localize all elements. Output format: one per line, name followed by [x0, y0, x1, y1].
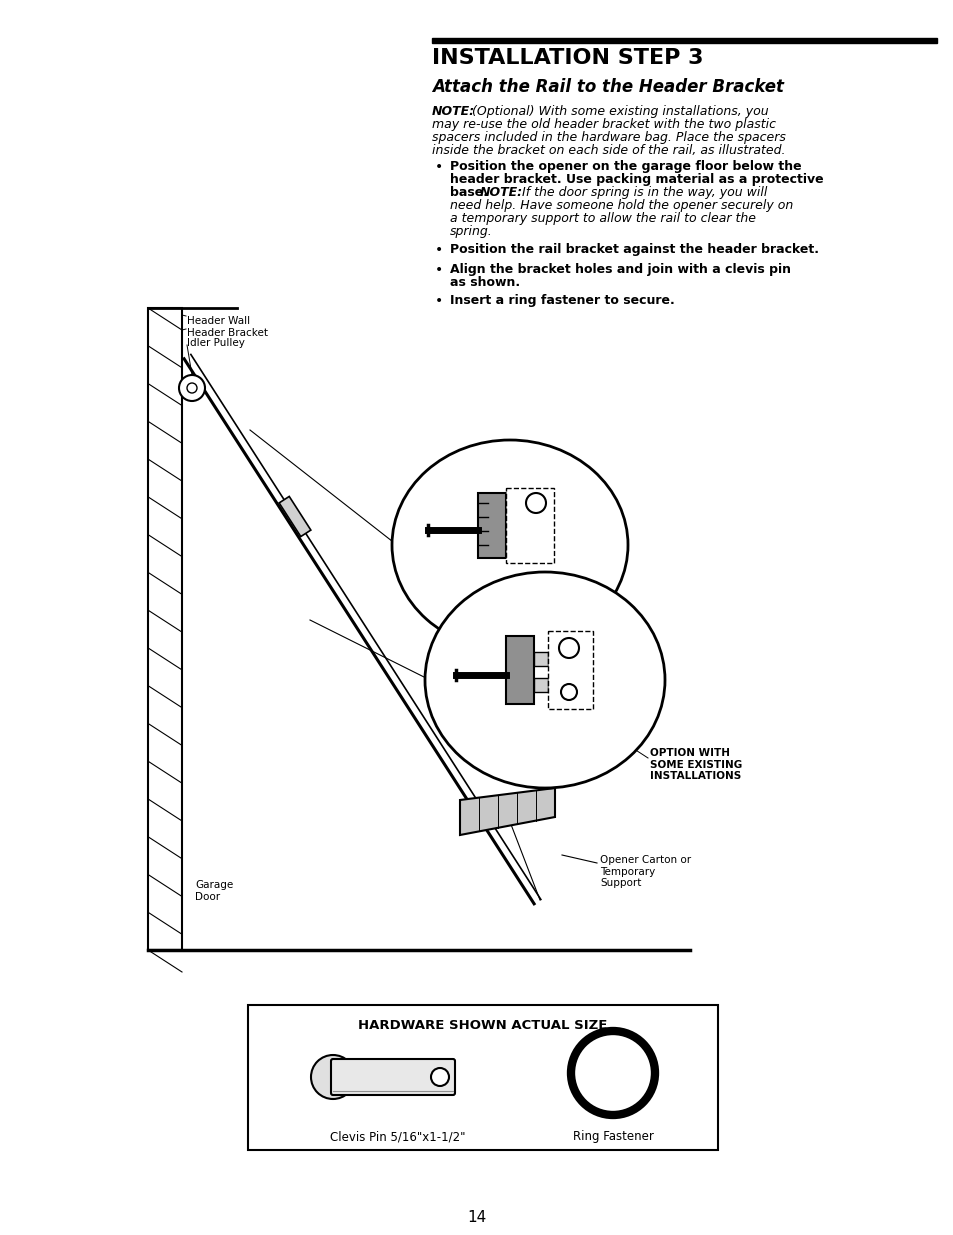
Text: need help. Have someone hold the opener securely on: need help. Have someone hold the opener … — [450, 199, 792, 212]
Text: If the door spring is in the way, you will: If the door spring is in the way, you wi… — [517, 186, 766, 199]
Text: •: • — [435, 294, 443, 308]
Text: base.: base. — [450, 186, 492, 199]
Text: Idler Pulley: Idler Pulley — [187, 338, 245, 348]
Text: •: • — [435, 243, 443, 257]
Polygon shape — [459, 788, 555, 835]
Text: Opener Carton or
Temporary
Support: Opener Carton or Temporary Support — [599, 855, 690, 888]
Text: inside the bracket on each side of the rail, as illustrated.: inside the bracket on each side of the r… — [432, 144, 784, 157]
Text: as shown.: as shown. — [450, 275, 519, 289]
Circle shape — [179, 375, 205, 401]
Text: may re-use the old header bracket with the two plastic: may re-use the old header bracket with t… — [432, 119, 775, 131]
Bar — [547, 631, 593, 709]
Text: Align the bracket holes and join with a clevis pin: Align the bracket holes and join with a … — [450, 263, 790, 275]
Bar — [248, 1005, 718, 1150]
Text: 14: 14 — [467, 1210, 486, 1225]
Bar — [534, 678, 547, 692]
Circle shape — [431, 1068, 449, 1086]
Bar — [148, 308, 182, 950]
Bar — [534, 652, 547, 666]
Circle shape — [187, 383, 196, 393]
Circle shape — [571, 1031, 655, 1115]
Text: Clevis Pin 5/16"x1-1/2": Clevis Pin 5/16"x1-1/2" — [330, 1130, 465, 1144]
Text: Header
Bracket: Header Bracket — [408, 490, 447, 511]
Text: NOTE:: NOTE: — [432, 105, 475, 119]
Text: Position the opener on the garage floor below the: Position the opener on the garage floor … — [450, 161, 801, 173]
Text: (Optional) With some existing installations, you: (Optional) With some existing installati… — [468, 105, 768, 119]
Text: INSTALLATION STEP 3: INSTALLATION STEP 3 — [432, 48, 702, 68]
Text: Header Wall: Header Wall — [187, 316, 250, 326]
Text: Garage
Door: Garage Door — [194, 881, 233, 902]
Text: •: • — [435, 263, 443, 277]
Circle shape — [525, 493, 545, 513]
Text: header bracket. Use packing material as a protective: header bracket. Use packing material as … — [450, 173, 822, 186]
Text: Ring Fastener: Ring Fastener — [572, 1130, 653, 1144]
Text: •: • — [435, 161, 443, 174]
Text: a temporary support to allow the rail to clear the: a temporary support to allow the rail to… — [450, 212, 755, 225]
Bar — [432, 38, 936, 43]
Text: Existing
Header Bracket: Existing Header Bracket — [496, 610, 577, 631]
Text: spring.: spring. — [450, 225, 493, 238]
Text: NOTE:: NOTE: — [479, 186, 522, 199]
Text: Attach the Rail to the Header Bracket: Attach the Rail to the Header Bracket — [432, 78, 783, 96]
Text: Mounting
Hole: Mounting Hole — [499, 718, 548, 740]
Bar — [279, 496, 311, 536]
Circle shape — [560, 684, 577, 700]
Text: HARDWARE SHOWN ACTUAL SIZE: HARDWARE SHOWN ACTUAL SIZE — [358, 1019, 607, 1032]
Text: OPTION WITH
SOME EXISTING
INSTALLATIONS: OPTION WITH SOME EXISTING INSTALLATIONS — [649, 748, 741, 782]
Bar — [505, 636, 534, 704]
Bar — [477, 493, 505, 558]
Circle shape — [558, 638, 578, 658]
Text: Insert a ring fastener to secure.: Insert a ring fastener to secure. — [450, 294, 674, 308]
Text: Spacer: Spacer — [444, 710, 480, 720]
FancyBboxPatch shape — [331, 1058, 455, 1095]
Text: spacers included in the hardware bag. Place the spacers: spacers included in the hardware bag. Pl… — [432, 131, 785, 144]
Ellipse shape — [392, 440, 627, 650]
Bar — [505, 488, 554, 563]
Circle shape — [311, 1055, 355, 1099]
Text: Mounting
Hole: Mounting Hole — [461, 590, 511, 611]
Text: Header Bracket: Header Bracket — [187, 329, 268, 338]
Text: Position the rail bracket against the header bracket.: Position the rail bracket against the he… — [450, 243, 818, 256]
Text: Existing
Clevis Pin: Existing Clevis Pin — [430, 652, 479, 673]
Ellipse shape — [424, 572, 664, 788]
